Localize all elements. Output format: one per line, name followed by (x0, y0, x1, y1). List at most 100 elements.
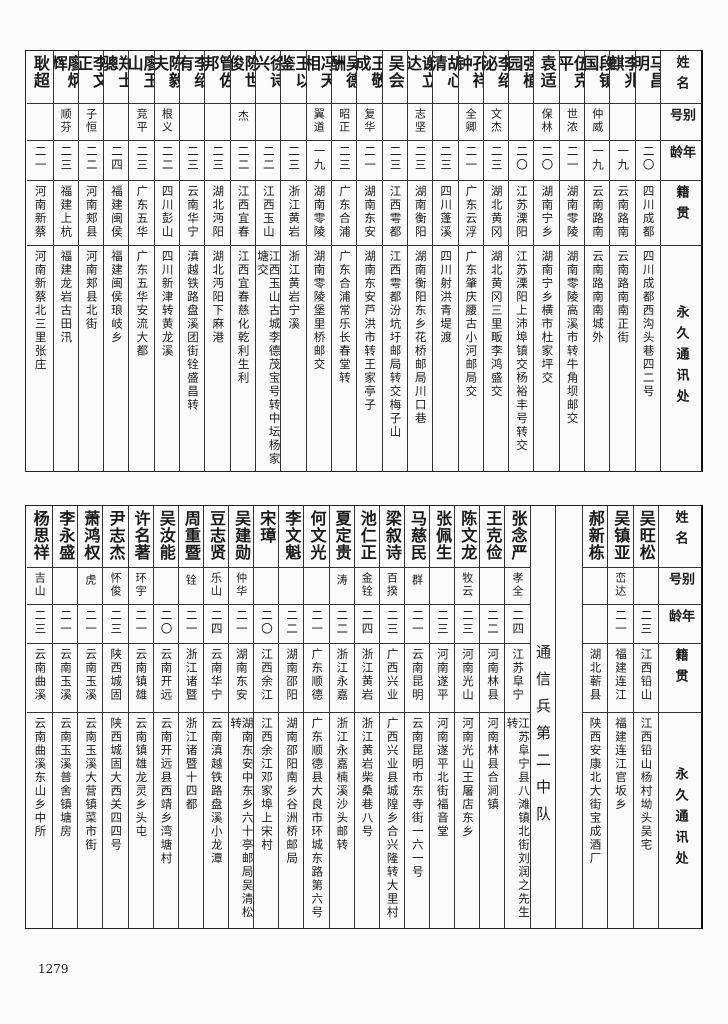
address-cell: 云南滇越铁路盘溪小龙潭 (204, 713, 228, 926)
header-cell: 别号 (659, 568, 701, 605)
name-cell: 吴建勋 (229, 506, 254, 568)
address-cell: 云南曲溪东山乡中所 (27, 713, 52, 926)
origin-cell: 河南郏县 (78, 181, 104, 246)
roster-column: 梁叙诗 百揆 二三 广西兴业 广西兴业县城隍乡合兴隆转大里村 (378, 506, 404, 928)
alias-cell: 孝全 (505, 568, 530, 605)
name-cell: 王克俭 (480, 506, 505, 568)
age-cell: 二三 (205, 141, 230, 181)
age-cell: 一九 (306, 141, 331, 181)
person-address: 河南郏县北街 (84, 250, 99, 331)
address-cell: 广东顺德县大良市环城东路第六号 (304, 713, 328, 926)
person-address: 湖北沔阳下麻港 (211, 250, 226, 345)
alias-wrap: 环宇 (134, 572, 147, 604)
address-cell: 陕西城固大西关四四号 (103, 713, 127, 926)
person-age: 二二 (84, 145, 99, 172)
person-name: 李永盛 (56, 510, 76, 561)
roster-column: 郑士骢 二四 福建闽侯 福建闽侯琅岐乡 (103, 51, 129, 471)
alias-wrap: 杰 (236, 108, 249, 140)
person-age: 二一 (310, 609, 325, 636)
alias-cell: 复华 (357, 104, 382, 141)
origin-wrap: 河南遂平 (436, 648, 450, 712)
origin-wrap: 四川成都 (642, 185, 656, 245)
origin-wrap: 湖南宁乡 (540, 185, 554, 245)
name-wrap: 管佐邦 (205, 55, 229, 103)
person-address: 湖北黄冈三里畈李鸿盛交 (489, 250, 504, 399)
age-wrap: 二一 (310, 609, 325, 643)
roster-column: 廖玉山 竞平 二三 广东五华 广东五华安流大都 (128, 51, 154, 471)
age-wrap: 二三 (386, 609, 400, 643)
alias-cell: 世浓 (559, 104, 585, 141)
person-age: 二三 (435, 609, 450, 636)
person-name: 周重暨 (181, 510, 201, 561)
person-age: 二一 (614, 609, 628, 636)
roster-column: 吴建勋 仲华 二一 湖南东安 湖南东安中东乡六十亭邮局吴清松转 (228, 506, 254, 928)
person-address: 江西余江邓家埠上宋村 (259, 717, 274, 852)
person-address: 江西玉山古城李德茂宝号转中坛杨家塘交 (256, 250, 281, 466)
person-address: 湖南衡阳东乡花桥邮局川口巷 (413, 250, 428, 426)
origin-wrap: 湖北蕲县 (589, 648, 603, 712)
person-age: 二三 (639, 609, 654, 636)
name-cell: 陈毅夫 (154, 51, 180, 104)
age-cell: 二四 (104, 141, 129, 181)
age-wrap: 二三 (435, 609, 450, 643)
alias-cell (433, 104, 458, 141)
person-name: 豆志贤 (206, 510, 226, 561)
person-name: 管佐邦 (205, 55, 230, 89)
person-alias: 昭正 (337, 108, 351, 134)
address-cell: 云南昆明市东寺街一六一号 (405, 713, 429, 926)
person-origin: 四川彭山 (160, 185, 175, 239)
age-wrap: 二一 (614, 609, 628, 643)
age-wrap: 二三 (33, 609, 47, 643)
person-address: 浙江永嘉楠溪沙头邮转 (335, 717, 350, 852)
name-wrap: 夏定贵 (333, 510, 352, 567)
age-cell: 二四 (505, 605, 530, 644)
person-address: 四川射洪青堤渡 (439, 250, 454, 345)
name-cell: 王敬成㊟ (357, 51, 382, 104)
person-age: 二一 (363, 145, 378, 172)
age-cell: 二一 (78, 605, 103, 644)
person-age: 一九 (590, 145, 605, 172)
person-age: 二一 (84, 609, 99, 636)
person-age: 二三 (135, 145, 150, 172)
person-address: 湖南宁乡横市杜家坪交 (540, 250, 555, 385)
person-origin: 江西宜春 (236, 185, 251, 239)
age-cell: 二三 (455, 605, 480, 644)
alias-cell: 环宇 (128, 568, 153, 605)
age-wrap: 二二 (285, 609, 299, 643)
age-wrap: 二二 (161, 145, 175, 180)
person-address: 江苏溧阳上沛埠镇交杨裕丰号转交 (515, 250, 530, 453)
name-wrap: 袁适 (538, 55, 557, 103)
person-alias: 涛 (335, 574, 349, 587)
alias-cell: 子恒 (78, 104, 104, 141)
age-cell: 一九 (610, 141, 635, 181)
origin-cell: 云南华宁 (180, 181, 205, 246)
age-wrap: 二三 (59, 145, 73, 180)
alias-wrap: 金铨 (360, 572, 373, 604)
roster-column: 王敬成㊟复华二一湖南东安湖南东安芦洪市转王家亭子 (356, 51, 382, 471)
origin-wrap: 广东五华 (135, 185, 149, 245)
origin-wrap: 江西玉山 (262, 185, 276, 245)
alias-cell: 金铨 (354, 568, 379, 605)
alias-wrap: 孝全 (511, 572, 524, 604)
origin-cell: 福建连江 (608, 644, 633, 713)
roster-column: 陈文龙 牧云 二三 河南光山 河南光山王屠店东乡 (454, 506, 480, 928)
roster-column: 耿超 二一 河南新蔡 河南新蔡北三里张庄 (27, 51, 53, 471)
name-cell: 吴德酬 (331, 51, 357, 104)
name-wrap: 宋璋 (257, 510, 276, 567)
person-address: 湖南零陵堡里桥邮交 (312, 250, 327, 372)
person-address: 云南玉溪大营镇菜市街 (84, 717, 99, 852)
address-cell: 四川射洪青堤渡 (433, 246, 457, 469)
age-cell: 二三 (379, 605, 404, 644)
person-address: 云南镇雄龙灵乡头屯 (134, 717, 149, 839)
person-origin: 江苏阜宁 (511, 648, 526, 702)
person-origin: 浙江黄岩 (287, 185, 302, 239)
person-name: 李绍泌 (483, 55, 509, 89)
address-wrap: 云南开远县西靖乡湾塘村 (159, 717, 173, 926)
age-wrap: 二三 (109, 609, 123, 643)
address-wrap: 云南路南南正街 (616, 250, 630, 469)
name-cell: 豆志贤 (203, 506, 228, 568)
roster-column: 马慈民群二一 云南昆明 云南昆明市东寺街一六一号 (403, 506, 429, 928)
alias-cell (304, 568, 329, 605)
alias-wrap: 根义 (160, 108, 173, 140)
roster-column: 段镇国 仲威 一九 云南路南 云南路南南城外 (584, 51, 610, 471)
